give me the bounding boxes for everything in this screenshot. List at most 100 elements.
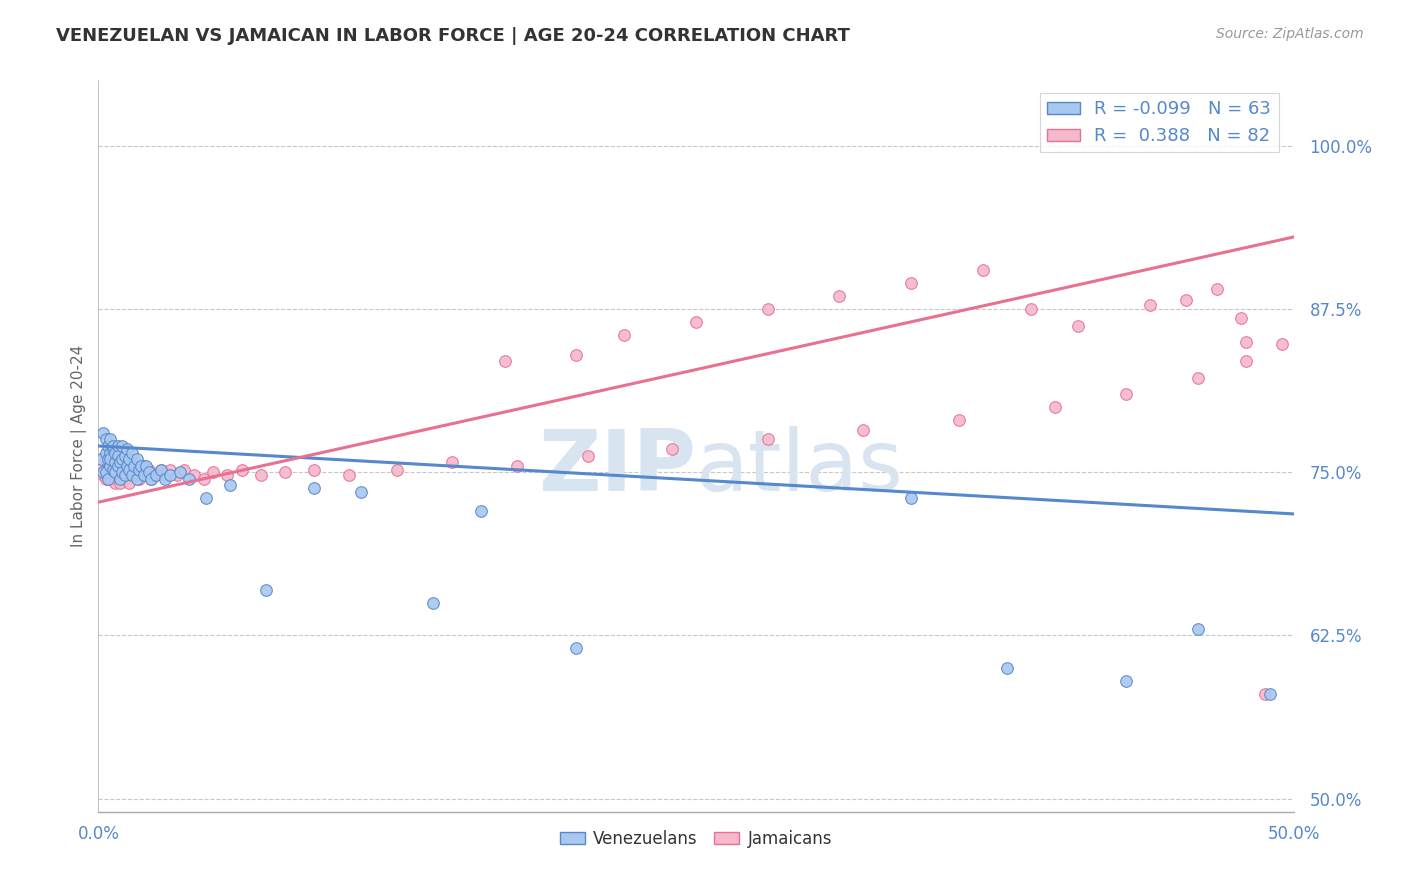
Point [302,481,325,495]
Point [1234,334,1257,349]
Point [94,433,117,447]
Point [135,467,157,482]
Point [274,465,297,479]
Text: atlas: atlas [696,426,904,509]
Point [173,462,195,476]
Point [565,348,588,362]
Point [193,472,215,486]
Point [101,442,124,456]
Point [128,462,150,476]
Point [565,641,588,656]
Point [107,458,129,473]
Point [578,450,600,464]
Point [98,445,122,459]
Point [121,462,143,476]
Point [139,472,162,486]
Point [104,452,127,467]
Point [155,472,177,486]
Point [104,445,127,459]
Point [98,458,122,473]
Point [111,439,134,453]
Point [145,467,167,482]
Point [114,467,136,482]
Point [135,458,157,473]
Point [94,465,117,479]
Point [98,450,122,464]
Point [1234,354,1257,368]
Point [124,467,146,482]
Point [131,458,153,473]
Point [124,455,146,469]
Point [94,445,117,459]
Point [1175,293,1198,307]
Point [108,455,131,469]
Point [972,262,994,277]
Point [108,462,131,476]
Point [98,472,122,486]
Point [1187,622,1209,636]
Point [900,491,922,506]
Point [118,458,141,473]
Point [111,452,134,467]
Point [114,472,136,486]
Point [159,462,181,476]
Point [179,472,201,486]
Point [111,467,134,482]
Point [91,465,114,479]
Point [302,462,325,476]
Point [149,462,172,476]
Point [852,423,875,437]
Point [132,458,155,473]
Point [470,504,492,518]
Point [107,455,129,469]
Point [121,445,143,459]
Text: VENEZUELAN VS JAMAICAN IN LABOR FORCE | AGE 20-24 CORRELATION CHART: VENEZUELAN VS JAMAICAN IN LABOR FORCE | … [56,27,851,45]
Point [107,439,129,453]
Point [98,452,122,467]
Point [385,462,409,476]
Point [115,442,138,456]
Point [97,467,120,482]
Point [145,467,167,482]
Point [125,452,148,467]
Point [104,455,127,469]
Text: ZIP: ZIP [538,426,696,509]
Point [1254,687,1277,701]
Point [169,465,191,479]
Point [125,472,148,486]
Point [114,458,136,473]
Point [104,465,127,479]
Point [900,276,922,290]
Point [254,582,277,597]
Point [98,458,122,473]
Point [422,596,444,610]
Point [1115,674,1137,689]
Point [98,433,122,447]
Point [995,661,1018,675]
Point [1271,337,1294,351]
Point [1230,311,1253,326]
Point [107,458,129,473]
Point [1115,386,1137,401]
Point [506,458,529,473]
Point [195,491,218,506]
Point [139,472,162,486]
Point [756,433,779,447]
Point [128,472,150,486]
Point [138,465,160,479]
Point [339,467,361,482]
Point [613,328,636,343]
Point [90,458,112,473]
Point [131,467,153,482]
Point [1206,282,1229,296]
Point [155,467,177,482]
Point [1258,687,1281,701]
Point [94,462,117,476]
Point [97,452,120,467]
Text: Source: ZipAtlas.com: Source: ZipAtlas.com [1216,27,1364,41]
Point [97,439,120,453]
Point [661,442,683,456]
Point [948,413,970,427]
Point [91,452,114,467]
Point [202,465,225,479]
